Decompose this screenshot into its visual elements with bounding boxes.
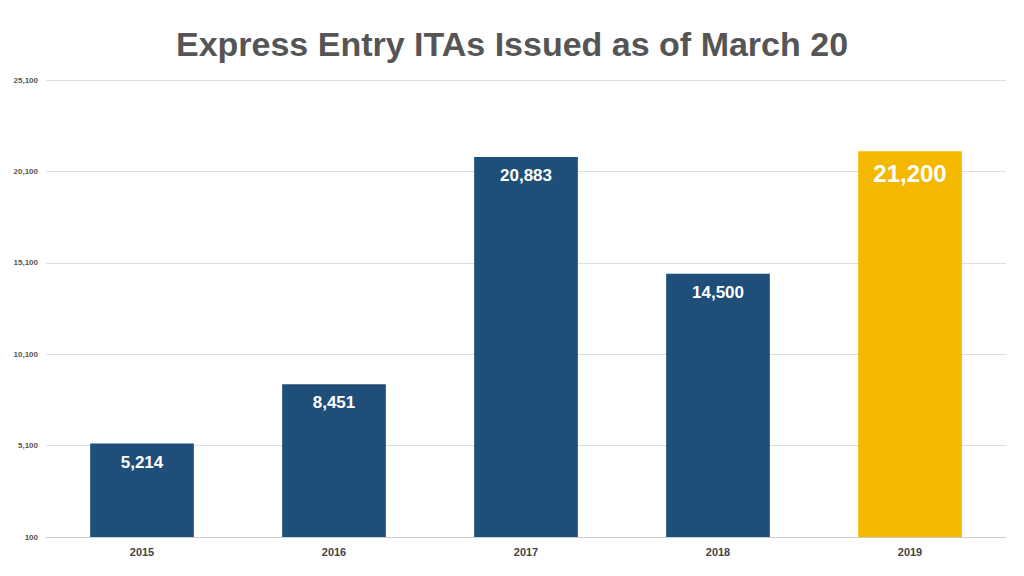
svg-text:5,214: 5,214: [121, 453, 164, 472]
svg-text:2015: 2015: [130, 546, 154, 558]
svg-text:2017: 2017: [514, 546, 538, 558]
svg-text:20,100: 20,100: [14, 167, 39, 176]
svg-text:2018: 2018: [706, 546, 730, 558]
svg-text:20,883: 20,883: [500, 166, 552, 185]
svg-text:21,200: 21,200: [873, 160, 946, 187]
svg-text:15,100: 15,100: [14, 258, 39, 267]
svg-text:100: 100: [25, 533, 39, 542]
svg-text:8,451: 8,451: [313, 393, 356, 412]
svg-text:10,100: 10,100: [14, 350, 39, 359]
svg-text:2016: 2016: [322, 546, 346, 558]
svg-text:5,100: 5,100: [18, 441, 39, 450]
svg-text:Express Entry ITAs Issued as o: Express Entry ITAs Issued as of March 20: [176, 25, 848, 63]
svg-text:2019: 2019: [898, 546, 922, 558]
svg-text:14,500: 14,500: [692, 283, 744, 302]
svg-text:25,100: 25,100: [14, 76, 39, 85]
